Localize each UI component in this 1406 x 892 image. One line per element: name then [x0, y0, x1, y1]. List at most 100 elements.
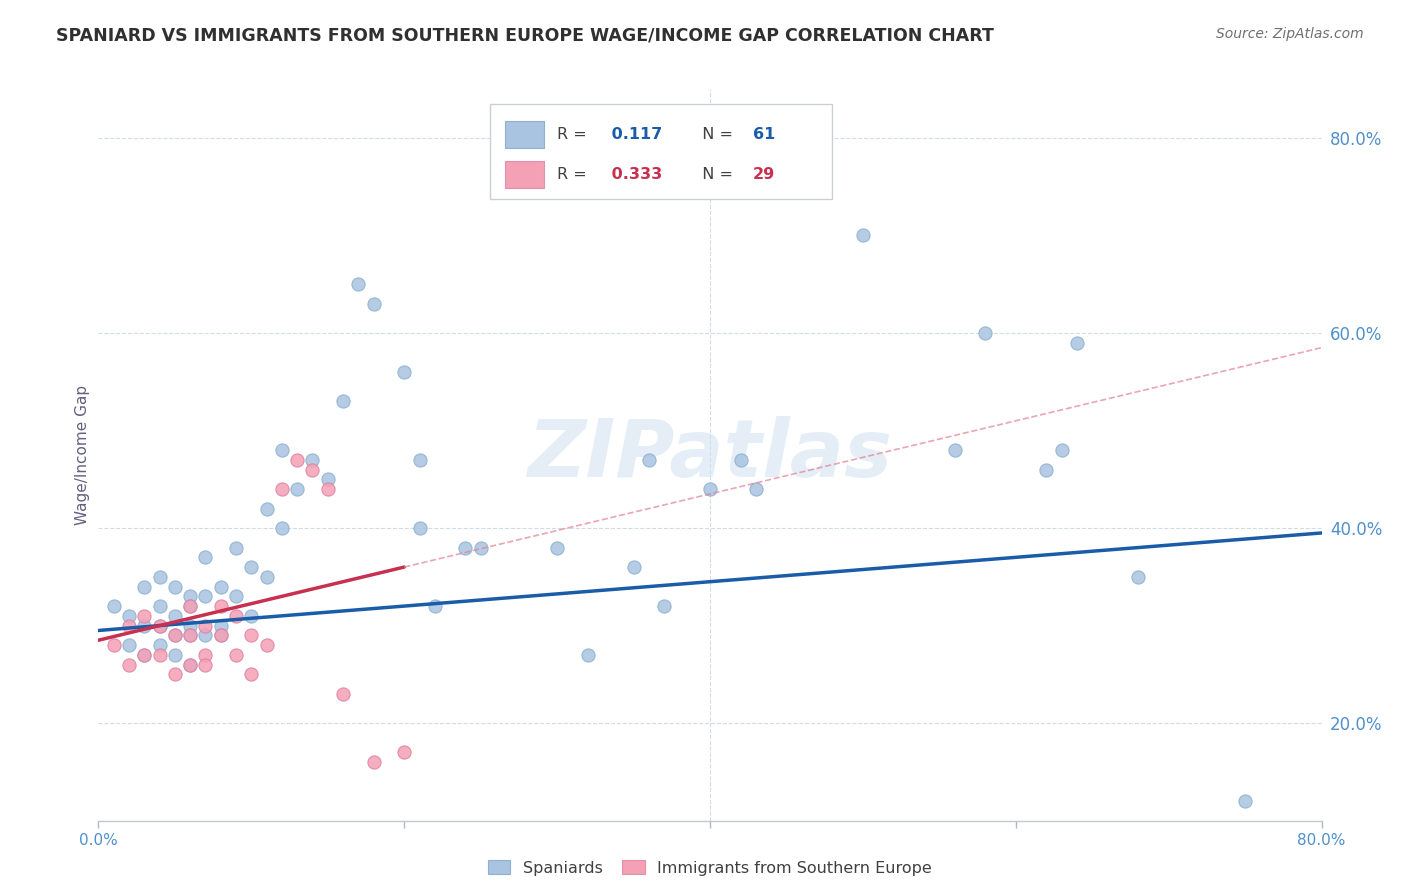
Point [392, 365, 416, 379]
Point [546, 541, 568, 555]
Point [470, 541, 492, 555]
Point [301, 452, 323, 467]
Point [163, 628, 186, 642]
Point [332, 687, 354, 701]
Text: 29: 29 [752, 167, 775, 182]
Point [745, 482, 768, 496]
Text: R =: R = [557, 127, 592, 142]
Point [179, 599, 201, 613]
Point [103, 638, 125, 652]
Point [194, 618, 217, 632]
Point [423, 599, 446, 613]
Point [179, 628, 201, 642]
Point [974, 326, 997, 340]
Point [270, 482, 292, 496]
Point [1066, 335, 1088, 350]
Point [225, 608, 247, 623]
Point [134, 648, 156, 662]
Point [209, 628, 232, 642]
Text: 0.117: 0.117 [606, 127, 662, 142]
Point [194, 550, 217, 565]
Point [163, 628, 186, 642]
Text: ZIPatlas: ZIPatlas [527, 416, 893, 494]
Point [637, 452, 661, 467]
Point [623, 560, 645, 574]
Point [699, 482, 721, 496]
Point [149, 618, 172, 632]
Point [943, 443, 966, 458]
Point [1128, 570, 1150, 584]
Text: R =: R = [557, 167, 592, 182]
Point [194, 590, 217, 604]
Point [163, 667, 186, 681]
Point [179, 657, 201, 672]
Point [134, 580, 156, 594]
Point [163, 580, 186, 594]
Point [408, 452, 430, 467]
Point [392, 745, 416, 759]
Text: 61: 61 [752, 127, 775, 142]
Point [118, 638, 141, 652]
Point [285, 482, 308, 496]
Point [118, 618, 141, 632]
Point [256, 570, 278, 584]
Point [240, 667, 263, 681]
Point [1234, 794, 1257, 808]
Point [149, 648, 172, 662]
Bar [505, 161, 544, 188]
Point [408, 521, 430, 535]
Point [103, 599, 125, 613]
Text: 0.333: 0.333 [606, 167, 662, 182]
Point [179, 628, 201, 642]
Bar [505, 120, 544, 148]
Point [179, 590, 201, 604]
Point [852, 228, 875, 243]
Point [454, 541, 477, 555]
Point [225, 648, 247, 662]
Point [256, 501, 278, 516]
Point [194, 628, 217, 642]
Point [134, 648, 156, 662]
Point [163, 608, 186, 623]
Point [1035, 462, 1057, 476]
Point [118, 608, 141, 623]
Point [179, 599, 201, 613]
Point [363, 755, 385, 769]
Point [209, 599, 232, 613]
Point [194, 657, 217, 672]
Bar [489, 103, 832, 199]
Point [347, 277, 370, 292]
Point [179, 657, 201, 672]
Point [134, 608, 156, 623]
Point [240, 608, 263, 623]
Point [316, 482, 339, 496]
Text: N =: N = [692, 167, 738, 182]
Point [652, 599, 675, 613]
Point [209, 580, 232, 594]
Y-axis label: Wage/Income Gap: Wage/Income Gap [75, 384, 90, 525]
Point [301, 462, 323, 476]
Point [1050, 443, 1073, 458]
Point [149, 570, 172, 584]
Point [118, 657, 141, 672]
Point [270, 443, 292, 458]
Point [730, 452, 752, 467]
Point [149, 638, 172, 652]
Point [363, 297, 385, 311]
Point [332, 394, 354, 409]
Point [256, 638, 278, 652]
Point [209, 628, 232, 642]
Point [134, 618, 156, 632]
Point [240, 560, 263, 574]
Point [179, 618, 201, 632]
Text: N =: N = [692, 127, 738, 142]
Point [285, 452, 308, 467]
Point [194, 648, 217, 662]
Point [149, 618, 172, 632]
Legend: Spaniards, Immigrants from Southern Europe: Spaniards, Immigrants from Southern Euro… [482, 854, 938, 882]
Point [225, 541, 247, 555]
Text: Source: ZipAtlas.com: Source: ZipAtlas.com [1216, 27, 1364, 41]
Point [316, 472, 339, 486]
Point [270, 521, 292, 535]
Text: SPANIARD VS IMMIGRANTS FROM SOUTHERN EUROPE WAGE/INCOME GAP CORRELATION CHART: SPANIARD VS IMMIGRANTS FROM SOUTHERN EUR… [56, 27, 994, 45]
